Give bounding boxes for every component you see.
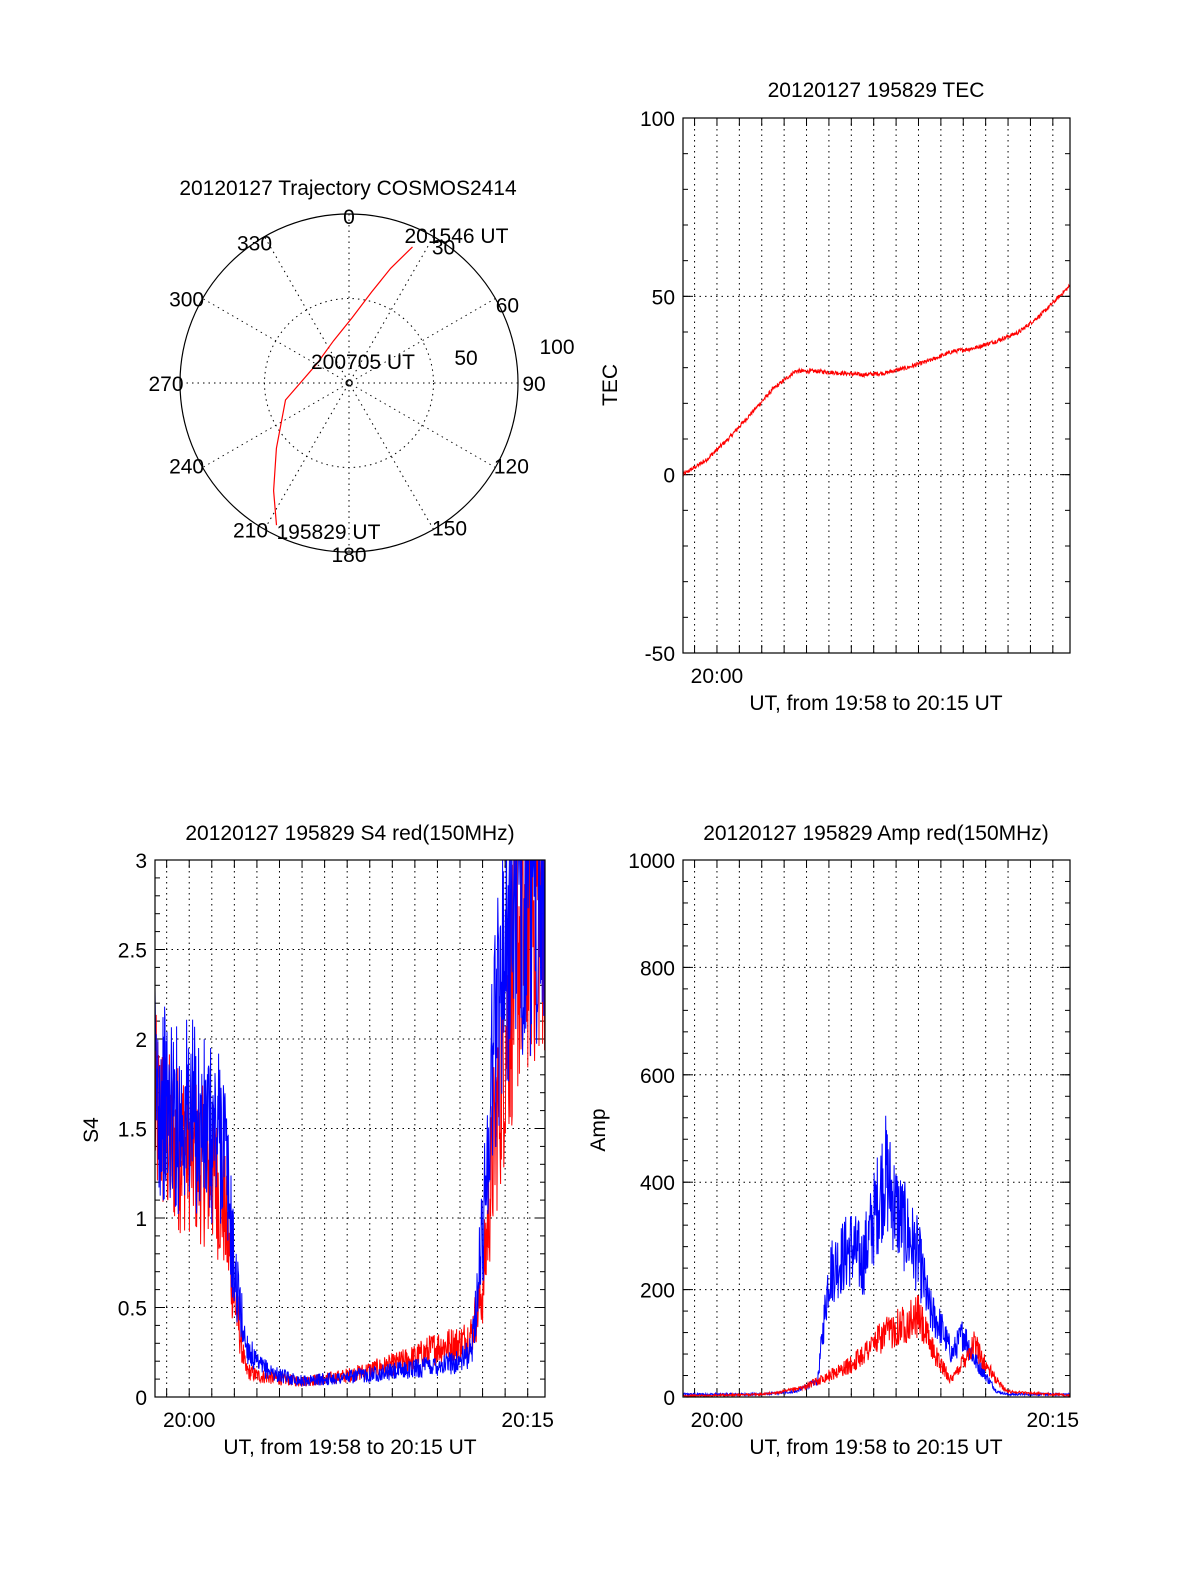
y-tick-label: 0	[663, 1387, 675, 1410]
s4-title: 20120127 195829 S4 red(150MHz)	[185, 822, 514, 845]
x-tick-label: 20:00	[163, 1409, 216, 1432]
y-tick-label: 400	[640, 1172, 675, 1195]
y-tick-label: 600	[640, 1065, 675, 1088]
y-tick-label: 50	[652, 286, 675, 309]
polar-angle-label: 270	[148, 373, 183, 396]
tec-plot: 20120127 195829 TEC UT, from 19:58 to 20…	[599, 79, 1071, 715]
polar-angle-label: 150	[432, 517, 467, 540]
polar-angle-label: 90	[522, 373, 545, 396]
tec-ylabel: TEC	[599, 364, 622, 406]
polar-angle-label: 0	[343, 206, 355, 229]
trajectory-line	[272, 246, 413, 526]
y-tick-label: 1	[135, 1208, 147, 1231]
s4-xlabel: UT, from 19:58 to 20:15 UT	[223, 1436, 476, 1459]
tec-xlabel: UT, from 19:58 to 20:15 UT	[749, 692, 1002, 715]
y-tick-label: 2.5	[118, 940, 147, 963]
y-tick-label: 800	[640, 957, 675, 980]
trajectory-time-label: 195829 UT	[277, 521, 381, 544]
x-tick-label: 20:15	[1027, 1409, 1080, 1432]
x-tick-label: 20:00	[691, 665, 744, 688]
plot-frame	[682, 117, 1071, 654]
y-tick-label: 2	[135, 1029, 147, 1052]
series-line	[154, 859, 546, 1387]
tec-title: 20120127 195829 TEC	[768, 79, 985, 102]
polar-angle-label: 300	[169, 289, 204, 312]
y-tick-label: 3	[135, 850, 147, 873]
polar-outer-circle	[179, 213, 519, 553]
plot-frame	[682, 859, 1071, 1398]
amp-plot: 20120127 195829 Amp red(150MHz) UT, from…	[587, 822, 1079, 1459]
polar-angle-label: 210	[233, 519, 268, 542]
amp-ylabel: Amp	[587, 1108, 610, 1151]
series-line	[154, 859, 546, 1388]
polar-grid-spoke	[202, 298, 496, 468]
y-tick-label: 100	[640, 108, 675, 131]
series-line	[682, 1115, 1071, 1398]
polar-grid-spoke	[264, 236, 434, 530]
y-tick-label: 1000	[628, 850, 675, 873]
trajectory-time-label: 200705 UT	[311, 351, 415, 374]
y-tick-label: 1.5	[118, 1119, 147, 1142]
y-tick-label: 0	[663, 465, 675, 488]
polar-grid-spoke	[264, 236, 434, 530]
y-tick-label: 0	[135, 1387, 147, 1410]
series-line	[682, 283, 1071, 478]
polar-radius-label: 100	[539, 336, 574, 359]
x-tick-label: 20:00	[691, 1409, 744, 1432]
plot-frame	[154, 859, 546, 1398]
trajectory-time-label: 201546 UT	[405, 225, 509, 248]
polar-grid-spoke	[202, 298, 496, 468]
polar-grid-ring	[264, 298, 434, 468]
polar-angle-label: 120	[494, 456, 529, 479]
x-tick-label: 20:15	[501, 1409, 554, 1432]
y-tick-label: 200	[640, 1280, 675, 1303]
trajectory-title: 20120127 Trajectory COSMOS2414	[179, 177, 517, 200]
polar-angle-label: 330	[237, 233, 272, 256]
series-line	[682, 1294, 1071, 1399]
polar-angle-label: 30	[432, 237, 455, 260]
polar-radius-label: 50	[454, 347, 477, 370]
s4-ylabel: S4	[80, 1117, 103, 1143]
amp-title: 20120127 195829 Amp red(150MHz)	[703, 822, 1049, 845]
trajectory-polar-plot: 20120127 Trajectory COSMOS2414 0 30 60 90 12…	[148, 177, 574, 567]
polar-angle-label: 240	[169, 456, 204, 479]
polar-angle-label: 60	[496, 295, 519, 318]
polar-angle-label: 180	[331, 544, 366, 567]
y-tick-label: 0.5	[118, 1298, 147, 1321]
amp-xlabel: UT, from 19:58 to 20:15 UT	[749, 1436, 1002, 1459]
s4-plot: 20120127 195829 S4 red(150MHz) UT, from …	[80, 822, 554, 1459]
y-tick-label: -50	[645, 643, 675, 666]
